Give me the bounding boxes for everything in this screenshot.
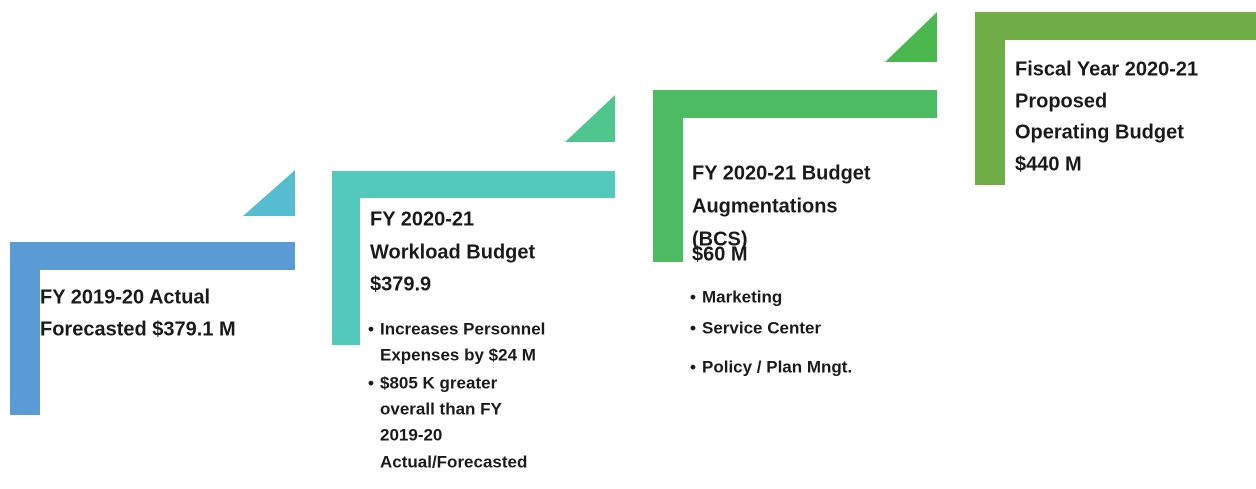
step-heading-line: Proposed <box>1015 90 1107 112</box>
bullet-line: $805 K greater <box>380 373 498 392</box>
step-heading-line: Augmentations <box>692 195 838 217</box>
step-heading-line: $440 M <box>1015 153 1082 175</box>
bullet-marker: • <box>368 319 374 338</box>
step-heading-line: $379.9 <box>370 273 431 295</box>
step-heading-line: Operating Budget <box>1015 121 1184 143</box>
bullet-line: Policy / Plan Mngt. <box>702 357 852 376</box>
step-2-shape <box>332 95 615 345</box>
bullet-marker: • <box>690 318 696 337</box>
step-heading-line: FY 2019-20 Actual <box>40 286 210 308</box>
step-4-shape <box>975 12 1256 185</box>
step-3-shape <box>653 12 937 262</box>
step-heading-line: $60 M <box>692 243 748 265</box>
bullet-marker: • <box>690 287 696 306</box>
bullet-line: 2019-20 <box>380 425 442 444</box>
bullet-line: overall than FY <box>380 399 503 418</box>
bullet-line: Expenses by $24 M <box>380 345 536 364</box>
step-heading-line: (BCS) <box>692 228 748 250</box>
bullet-line: Marketing <box>702 287 782 306</box>
bullet-marker: • <box>368 373 374 392</box>
step-heading-line: FY 2020-21 <box>370 208 474 230</box>
step-heading-line: Fiscal Year 2020-21 <box>1015 58 1198 80</box>
bullet-line: Increases Personnel <box>380 319 545 338</box>
step-heading-line: Forecasted $379.1 M <box>40 318 236 340</box>
step-heading-line: Workload Budget <box>370 241 536 263</box>
bullet-line: Actual/Forecasted <box>380 452 527 471</box>
bullet-marker: • <box>690 357 696 376</box>
bullet-line: Service Center <box>702 318 821 337</box>
step-1-shape <box>10 170 295 415</box>
step-heading-line: FY 2020-21 Budget <box>692 162 871 184</box>
